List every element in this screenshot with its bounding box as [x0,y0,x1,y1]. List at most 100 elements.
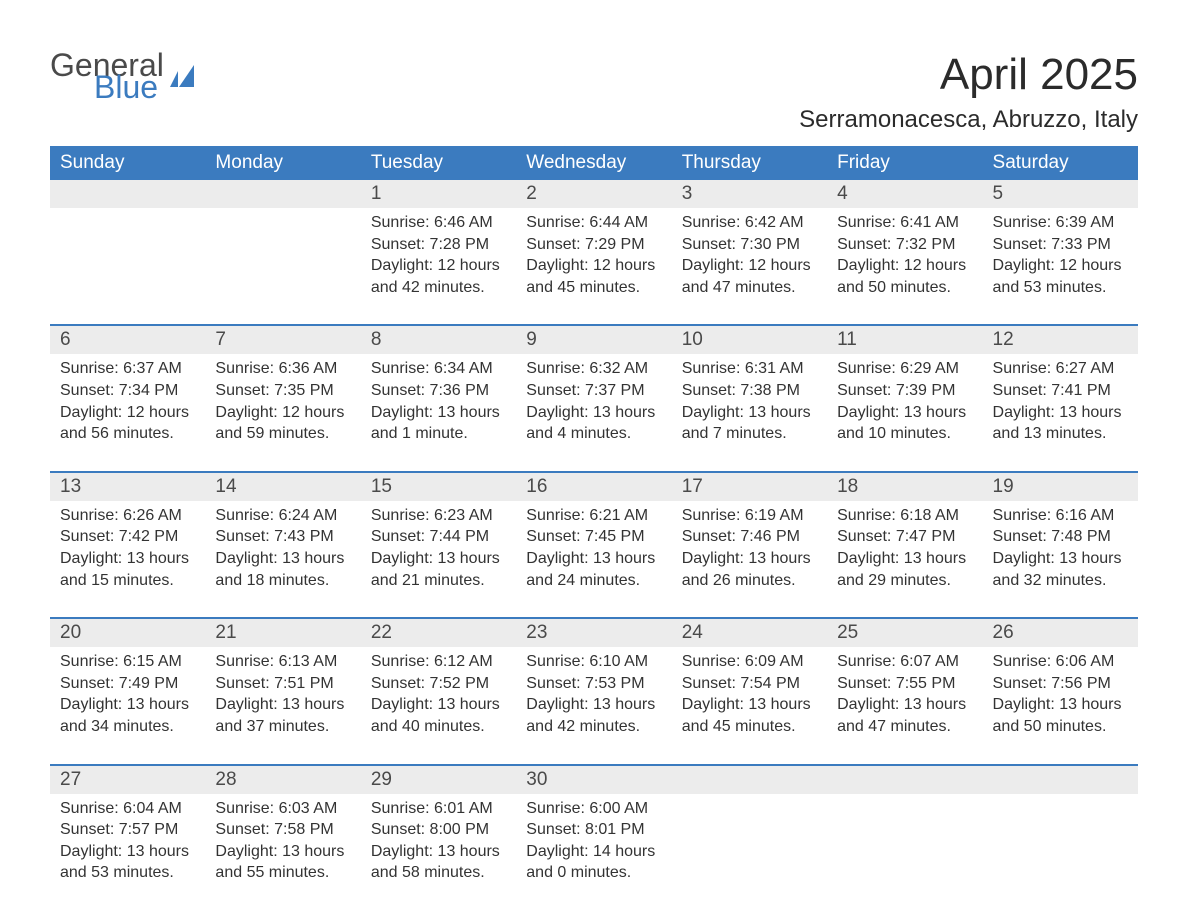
day-detail-cell: Sunrise: 6:27 AMSunset: 7:41 PMDaylight:… [983,354,1138,471]
empty-daynum-cell [827,766,982,794]
empty-daynum-cell [50,180,205,208]
day-number-cell: 8 [361,326,516,354]
dl2-text: and 13 minutes. [993,423,1128,445]
sunrise-text: Sunrise: 6:03 AM [215,798,350,820]
dow-header: Sunday [50,146,205,180]
day-detail-cell: Sunrise: 6:09 AMSunset: 7:54 PMDaylight:… [672,647,827,764]
dl2-text: and 50 minutes. [993,716,1128,738]
dl1-text: Daylight: 13 hours [837,548,972,570]
sunrise-text: Sunrise: 6:39 AM [993,212,1128,234]
day-number-cell: 21 [205,619,360,647]
day-detail-row: Sunrise: 6:04 AMSunset: 7:57 PMDaylight:… [50,794,1138,910]
sunset-text: Sunset: 7:41 PM [993,380,1128,402]
dl1-text: Daylight: 13 hours [837,402,972,424]
sunrise-text: Sunrise: 6:06 AM [993,651,1128,673]
sunrise-text: Sunrise: 6:16 AM [993,505,1128,527]
day-detail-cell: Sunrise: 6:44 AMSunset: 7:29 PMDaylight:… [516,208,671,325]
dl1-text: Daylight: 14 hours [526,841,661,863]
day-detail-cell: Sunrise: 6:04 AMSunset: 7:57 PMDaylight:… [50,794,205,910]
day-number-row: 13141516171819 [50,473,1138,501]
sunrise-text: Sunrise: 6:23 AM [371,505,506,527]
day-detail-cell: Sunrise: 6:01 AMSunset: 8:00 PMDaylight:… [361,794,516,910]
day-detail-cell: Sunrise: 6:31 AMSunset: 7:38 PMDaylight:… [672,354,827,471]
sunset-text: Sunset: 7:32 PM [837,234,972,256]
day-number-cell: 19 [983,473,1138,501]
dl1-text: Daylight: 12 hours [371,255,506,277]
day-number-cell: 11 [827,326,982,354]
day-number-cell: 10 [672,326,827,354]
dl1-text: Daylight: 13 hours [215,694,350,716]
day-detail-cell: Sunrise: 6:03 AMSunset: 7:58 PMDaylight:… [205,794,360,910]
dl2-text: and 0 minutes. [526,862,661,884]
dl1-text: Daylight: 13 hours [371,694,506,716]
dl1-text: Daylight: 13 hours [215,841,350,863]
sunset-text: Sunset: 8:01 PM [526,819,661,841]
day-number-row: 6789101112 [50,326,1138,354]
dl1-text: Daylight: 13 hours [993,402,1128,424]
day-number-cell: 27 [50,766,205,794]
dl2-text: and 32 minutes. [993,570,1128,592]
day-detail-cell: Sunrise: 6:24 AMSunset: 7:43 PMDaylight:… [205,501,360,618]
dl2-text: and 1 minute. [371,423,506,445]
day-number-cell: 17 [672,473,827,501]
day-detail-cell: Sunrise: 6:34 AMSunset: 7:36 PMDaylight:… [361,354,516,471]
dl2-text: and 56 minutes. [60,423,195,445]
empty-detail-cell [672,794,827,910]
day-detail-cell: Sunrise: 6:36 AMSunset: 7:35 PMDaylight:… [205,354,360,471]
dl1-text: Daylight: 13 hours [993,548,1128,570]
day-number-cell: 22 [361,619,516,647]
dl1-text: Daylight: 13 hours [60,841,195,863]
sunset-text: Sunset: 7:45 PM [526,526,661,548]
dl1-text: Daylight: 13 hours [682,548,817,570]
day-of-week-header-row: SundayMondayTuesdayWednesdayThursdayFrid… [50,146,1138,180]
sunrise-text: Sunrise: 6:27 AM [993,358,1128,380]
dl2-text: and 45 minutes. [682,716,817,738]
dl1-text: Daylight: 13 hours [837,694,972,716]
dl2-text: and 50 minutes. [837,277,972,299]
sunrise-text: Sunrise: 6:19 AM [682,505,817,527]
day-number-cell: 23 [516,619,671,647]
sunset-text: Sunset: 7:57 PM [60,819,195,841]
day-detail-cell: Sunrise: 6:42 AMSunset: 7:30 PMDaylight:… [672,208,827,325]
dl2-text: and 24 minutes. [526,570,661,592]
day-number-cell: 7 [205,326,360,354]
day-detail-cell: Sunrise: 6:13 AMSunset: 7:51 PMDaylight:… [205,647,360,764]
sunset-text: Sunset: 7:34 PM [60,380,195,402]
day-detail-cell: Sunrise: 6:06 AMSunset: 7:56 PMDaylight:… [983,647,1138,764]
sunrise-text: Sunrise: 6:09 AM [682,651,817,673]
dl1-text: Daylight: 13 hours [371,548,506,570]
brand-flag-icon [170,65,204,94]
sunrise-text: Sunrise: 6:12 AM [371,651,506,673]
dl1-text: Daylight: 12 hours [682,255,817,277]
sunset-text: Sunset: 8:00 PM [371,819,506,841]
day-number-cell: 28 [205,766,360,794]
dl2-text: and 42 minutes. [526,716,661,738]
day-number-cell: 2 [516,180,671,208]
day-detail-cell: Sunrise: 6:15 AMSunset: 7:49 PMDaylight:… [50,647,205,764]
sunrise-text: Sunrise: 6:18 AM [837,505,972,527]
day-detail-cell: Sunrise: 6:10 AMSunset: 7:53 PMDaylight:… [516,647,671,764]
dl2-text: and 58 minutes. [371,862,506,884]
day-detail-row: Sunrise: 6:46 AMSunset: 7:28 PMDaylight:… [50,208,1138,325]
sunrise-text: Sunrise: 6:24 AM [215,505,350,527]
day-number-cell: 18 [827,473,982,501]
dl1-text: Daylight: 13 hours [215,548,350,570]
day-number-cell: 14 [205,473,360,501]
empty-detail-cell [50,208,205,325]
sunrise-text: Sunrise: 6:44 AM [526,212,661,234]
sunrise-text: Sunrise: 6:07 AM [837,651,972,673]
dl1-text: Daylight: 13 hours [526,548,661,570]
day-detail-row: Sunrise: 6:15 AMSunset: 7:49 PMDaylight:… [50,647,1138,764]
sunset-text: Sunset: 7:46 PM [682,526,817,548]
brand-logo: General Blue [50,50,204,103]
day-detail-cell: Sunrise: 6:32 AMSunset: 7:37 PMDaylight:… [516,354,671,471]
sunset-text: Sunset: 7:51 PM [215,673,350,695]
day-number-cell: 12 [983,326,1138,354]
sunset-text: Sunset: 7:47 PM [837,526,972,548]
dl1-text: Daylight: 13 hours [682,694,817,716]
dl1-text: Daylight: 12 hours [526,255,661,277]
dl2-text: and 59 minutes. [215,423,350,445]
day-number-cell: 13 [50,473,205,501]
sunset-text: Sunset: 7:39 PM [837,380,972,402]
sunset-text: Sunset: 7:29 PM [526,234,661,256]
